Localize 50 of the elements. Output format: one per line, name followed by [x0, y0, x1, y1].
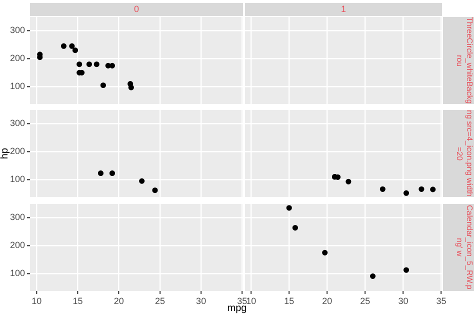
point [109, 170, 116, 176]
x-tick-label: 20 [114, 296, 124, 306]
point [418, 186, 424, 192]
y-tick-label: 300 [10, 118, 25, 128]
x-tick-label: 30 [196, 296, 206, 306]
point [380, 186, 386, 192]
chart-title: 1 [245, 3, 442, 16]
point [292, 224, 298, 231]
point [94, 61, 100, 68]
x-tick-label: 15 [72, 296, 83, 306]
x-tick-label: 25 [154, 296, 165, 306]
point [76, 61, 82, 68]
y-tick-label: 100 [10, 174, 25, 184]
x-tick-label: 15 [284, 296, 294, 306]
point [286, 205, 292, 211]
y-tick-label: 200 [10, 240, 25, 250]
x-tick-label: 35 [436, 296, 446, 306]
y-tick-label: 100 [10, 268, 25, 278]
y-tick-label: 300 [10, 212, 25, 222]
point [72, 47, 78, 54]
x-tick-label: 35 [237, 296, 248, 306]
point [86, 61, 92, 68]
x-axis-title: mpg [227, 303, 247, 314]
y-tick-label: 100 [10, 81, 25, 92]
point [98, 170, 104, 176]
point [403, 267, 410, 273]
text: ThreeCircle_whiteBackgrou [443, 17, 474, 104]
y-tick-label: 200 [10, 53, 25, 64]
point [322, 250, 328, 256]
x-tick-label: 30 [398, 296, 408, 306]
x-tick-label: 25 [360, 296, 370, 306]
point [139, 178, 145, 184]
text: Calendar_icon_5_RW.png' w [443, 204, 474, 291]
point [69, 43, 75, 49]
x-tick-label: 10 [32, 296, 42, 306]
text: ng src=4_icon.png width=20 [443, 110, 474, 197]
point [60, 43, 67, 49]
x-tick-label: 10 [246, 296, 256, 306]
point [370, 273, 376, 279]
x-tick-label: 20 [322, 296, 332, 306]
chart-title: 0 [30, 3, 243, 16]
point [100, 82, 106, 88]
y-tick-label: 300 [10, 25, 25, 36]
point [430, 186, 436, 192]
y-tick-label: 200 [10, 146, 25, 156]
point [346, 178, 352, 184]
point [403, 190, 410, 196]
y-axis-title: hp [0, 146, 10, 161]
point [152, 187, 158, 194]
point [128, 84, 134, 90]
